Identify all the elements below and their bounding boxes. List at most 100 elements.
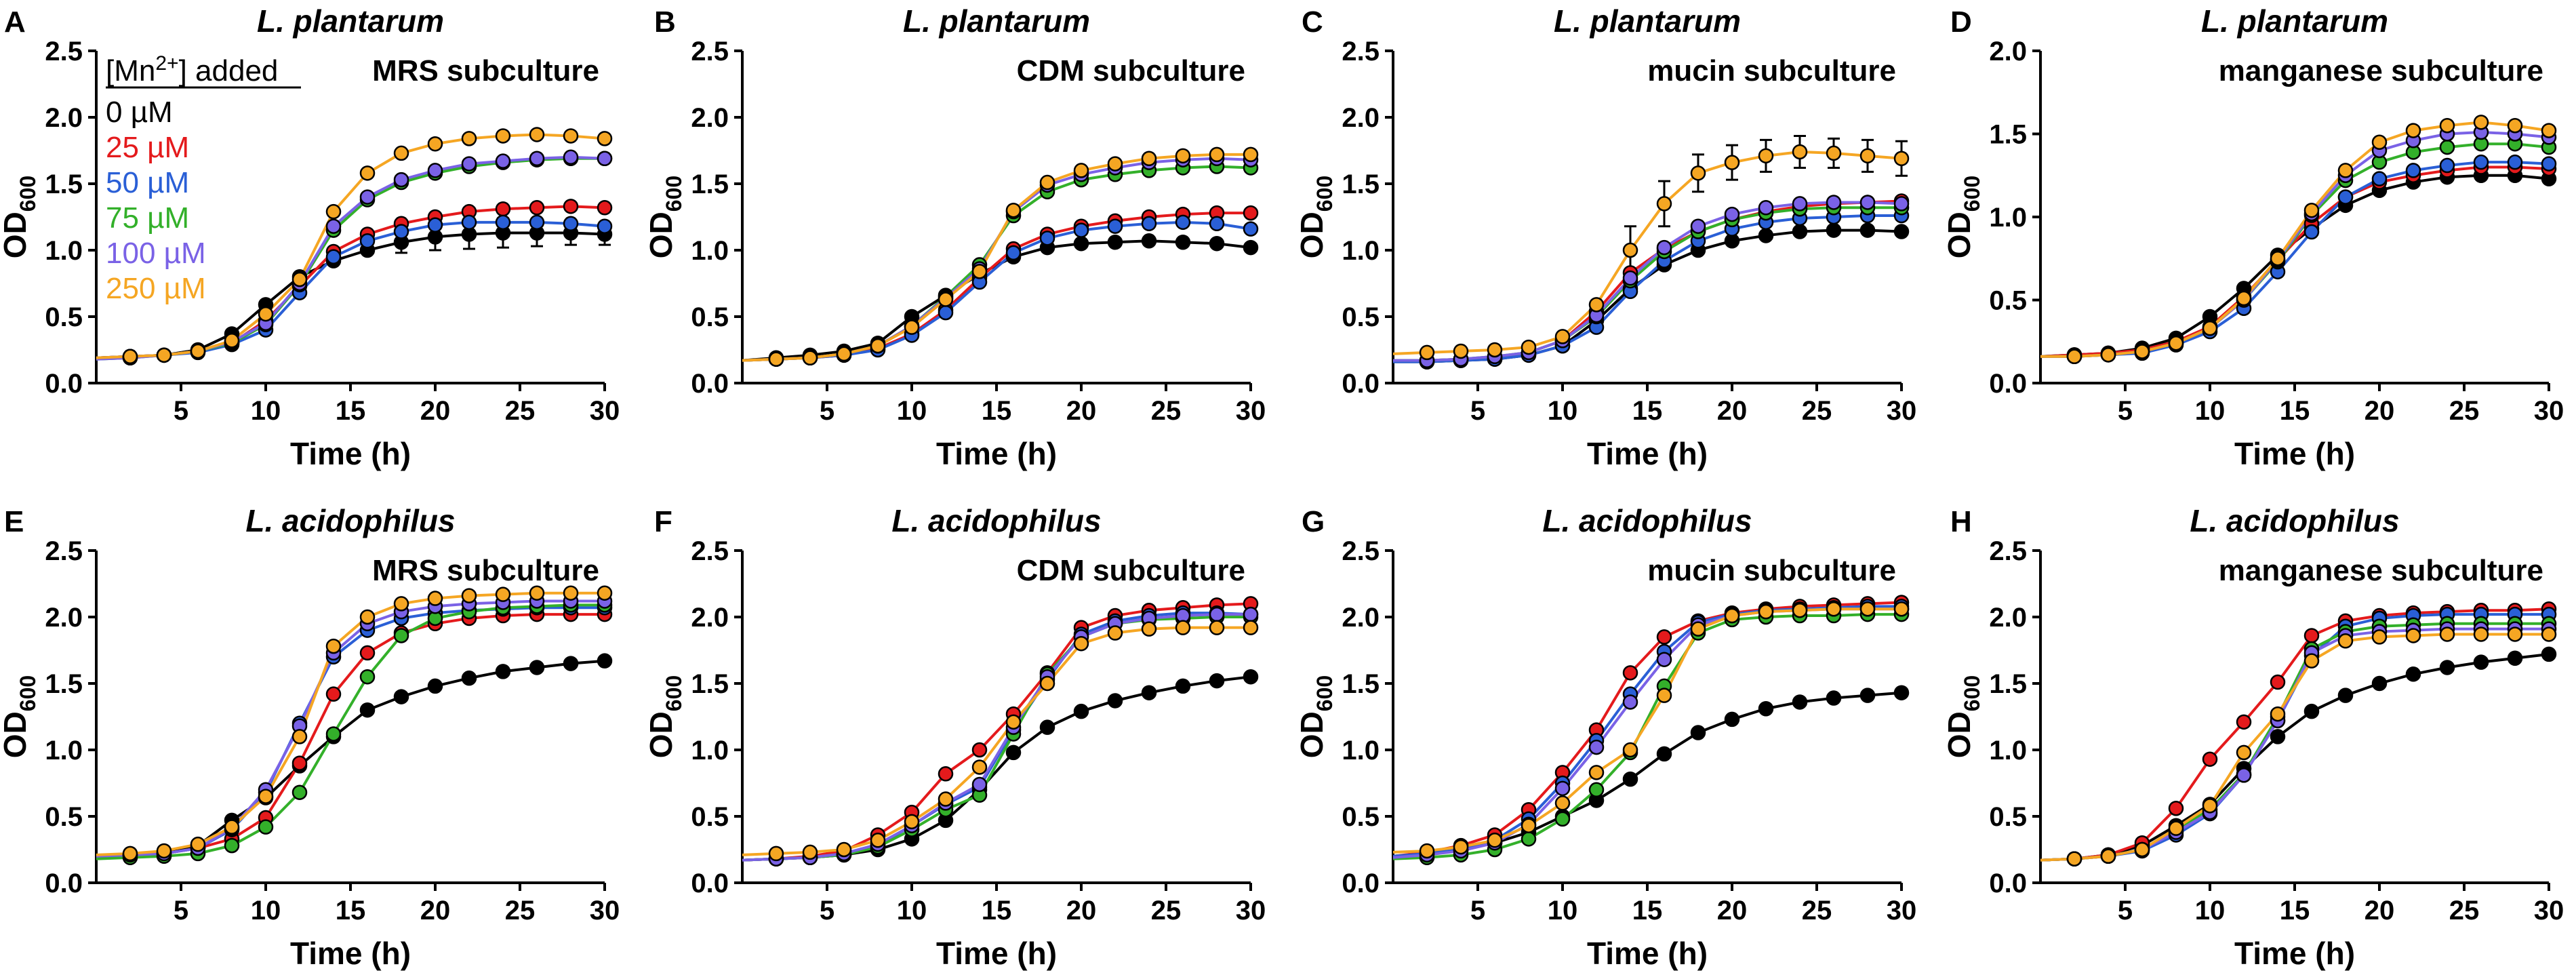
panel-b: B L. plantarum 0.0 0.5 1.0 1.5 2.0 2.5 5 10 15 20 25… bbox=[643, 3, 1266, 471]
data-point bbox=[1826, 145, 1842, 161]
data-point bbox=[597, 151, 613, 167]
series-line bbox=[1393, 201, 1902, 362]
data-point bbox=[2507, 118, 2523, 134]
y-tick-label: 0.0 bbox=[45, 369, 83, 399]
data-point bbox=[529, 200, 545, 216]
x-tick-label: 10 bbox=[897, 396, 927, 426]
data-point bbox=[359, 702, 376, 718]
data-point bbox=[1419, 344, 1435, 361]
x-tick-label: 20 bbox=[2364, 896, 2395, 926]
y-tick-label: 2.0 bbox=[691, 603, 729, 633]
data-point bbox=[359, 669, 376, 685]
data-point bbox=[2541, 626, 2557, 642]
series-line bbox=[1392, 608, 1901, 859]
x-tick-label: 25 bbox=[1151, 896, 1182, 926]
data-point bbox=[1588, 739, 1605, 755]
data-point bbox=[1107, 625, 1123, 641]
data-point bbox=[1175, 620, 1191, 635]
x-tick-label: 10 bbox=[2195, 396, 2226, 426]
data-point bbox=[1107, 234, 1123, 250]
data-point bbox=[1622, 742, 1638, 758]
x-tick-label: 15 bbox=[982, 396, 1012, 426]
series-line bbox=[742, 612, 1251, 862]
x-tick-label: 20 bbox=[1717, 396, 1748, 426]
data-point bbox=[2405, 163, 2421, 178]
panel-h: H L. acidophilus 0.0 0.5 1.0 1.5 2.0 2.5 5 10 15 20… bbox=[1941, 503, 2564, 971]
x-tick-label: 30 bbox=[1236, 896, 1266, 926]
data-point bbox=[1656, 239, 1672, 256]
data-point bbox=[1141, 151, 1157, 167]
panel-letter: D bbox=[1950, 5, 1972, 39]
data-point bbox=[1107, 156, 1123, 172]
y-tick-label: 2.0 bbox=[45, 603, 83, 633]
y-axis-label-main: OD bbox=[1294, 711, 1329, 758]
data-point bbox=[1107, 693, 1123, 709]
x-tick-label: 10 bbox=[251, 896, 281, 926]
data-point bbox=[1893, 224, 1910, 239]
series-line bbox=[742, 613, 1251, 862]
y-tick-label: 2.0 bbox=[45, 103, 83, 133]
data-point bbox=[1175, 234, 1191, 250]
y-tick-label: 1.0 bbox=[1989, 736, 2027, 765]
y-axis-label: OD600 bbox=[1294, 176, 1337, 258]
data-point bbox=[1141, 685, 1157, 700]
x-tick-label: 5 bbox=[820, 896, 834, 926]
y-tick-label: 1.5 bbox=[691, 669, 729, 699]
series-line bbox=[742, 675, 1251, 862]
series-line bbox=[1393, 228, 1902, 363]
data-point bbox=[258, 789, 274, 804]
data-point bbox=[971, 759, 988, 775]
data-point bbox=[1073, 635, 1089, 652]
data-point bbox=[1453, 839, 1469, 855]
panel-letter: A bbox=[4, 5, 26, 39]
y-tick-label: 2.0 bbox=[691, 103, 729, 133]
x-tick-label: 15 bbox=[1632, 396, 1663, 426]
data-point bbox=[1656, 196, 1672, 212]
x-tick-label: 25 bbox=[2449, 896, 2480, 926]
data-point bbox=[768, 351, 784, 367]
data-point bbox=[870, 338, 886, 354]
data-point bbox=[224, 333, 240, 349]
data-point bbox=[938, 766, 954, 782]
data-point bbox=[1141, 216, 1157, 232]
data-point bbox=[2507, 626, 2523, 642]
data-point bbox=[2371, 675, 2388, 692]
y-axis-label: OD600 bbox=[643, 176, 686, 258]
x-axis-label: Time (h) bbox=[936, 436, 1057, 471]
x-tick-label: 25 bbox=[505, 896, 536, 926]
x-axis-label: Time (h) bbox=[2234, 936, 2355, 971]
data-point bbox=[2473, 654, 2489, 670]
x-tick-label: 10 bbox=[251, 396, 281, 426]
data-point bbox=[495, 214, 511, 231]
data-point bbox=[427, 163, 443, 178]
x-tick-label: 30 bbox=[590, 396, 620, 426]
y-axis-label-main: OD bbox=[0, 212, 33, 258]
data-point bbox=[224, 837, 240, 854]
data-point bbox=[2337, 633, 2354, 649]
data-point bbox=[325, 686, 342, 702]
data-point bbox=[1141, 621, 1157, 637]
x-tick-label: 5 bbox=[820, 396, 834, 426]
data-point bbox=[563, 199, 579, 214]
data-point bbox=[2134, 344, 2150, 359]
data-point bbox=[2371, 629, 2388, 645]
x-tick-label: 5 bbox=[1470, 396, 1485, 426]
data-point bbox=[2168, 335, 2184, 351]
legend-entry: 50 µM bbox=[106, 166, 189, 199]
subculture-label: mucin subculture bbox=[1647, 554, 1896, 587]
data-point bbox=[1521, 831, 1537, 847]
panel-title: L. plantarum bbox=[2201, 3, 2388, 39]
data-point bbox=[563, 216, 579, 232]
x-tick-label: 25 bbox=[2449, 396, 2480, 426]
panel-title: L. plantarum bbox=[903, 3, 1090, 39]
subculture-label: mucin subculture bbox=[1647, 54, 1896, 87]
panel-letter: E bbox=[4, 505, 24, 538]
data-point bbox=[156, 347, 172, 363]
panel-f: F L. acidophilus 0.0 0.5 1.0 1.5 2.0 2.5 5 10 15 20… bbox=[643, 503, 1266, 971]
x-tick-label: 5 bbox=[1470, 896, 1485, 926]
data-point bbox=[1588, 782, 1605, 798]
series-line bbox=[742, 153, 1251, 362]
data-point bbox=[1758, 148, 1774, 164]
data-point bbox=[1419, 843, 1435, 859]
data-point bbox=[1175, 678, 1191, 694]
